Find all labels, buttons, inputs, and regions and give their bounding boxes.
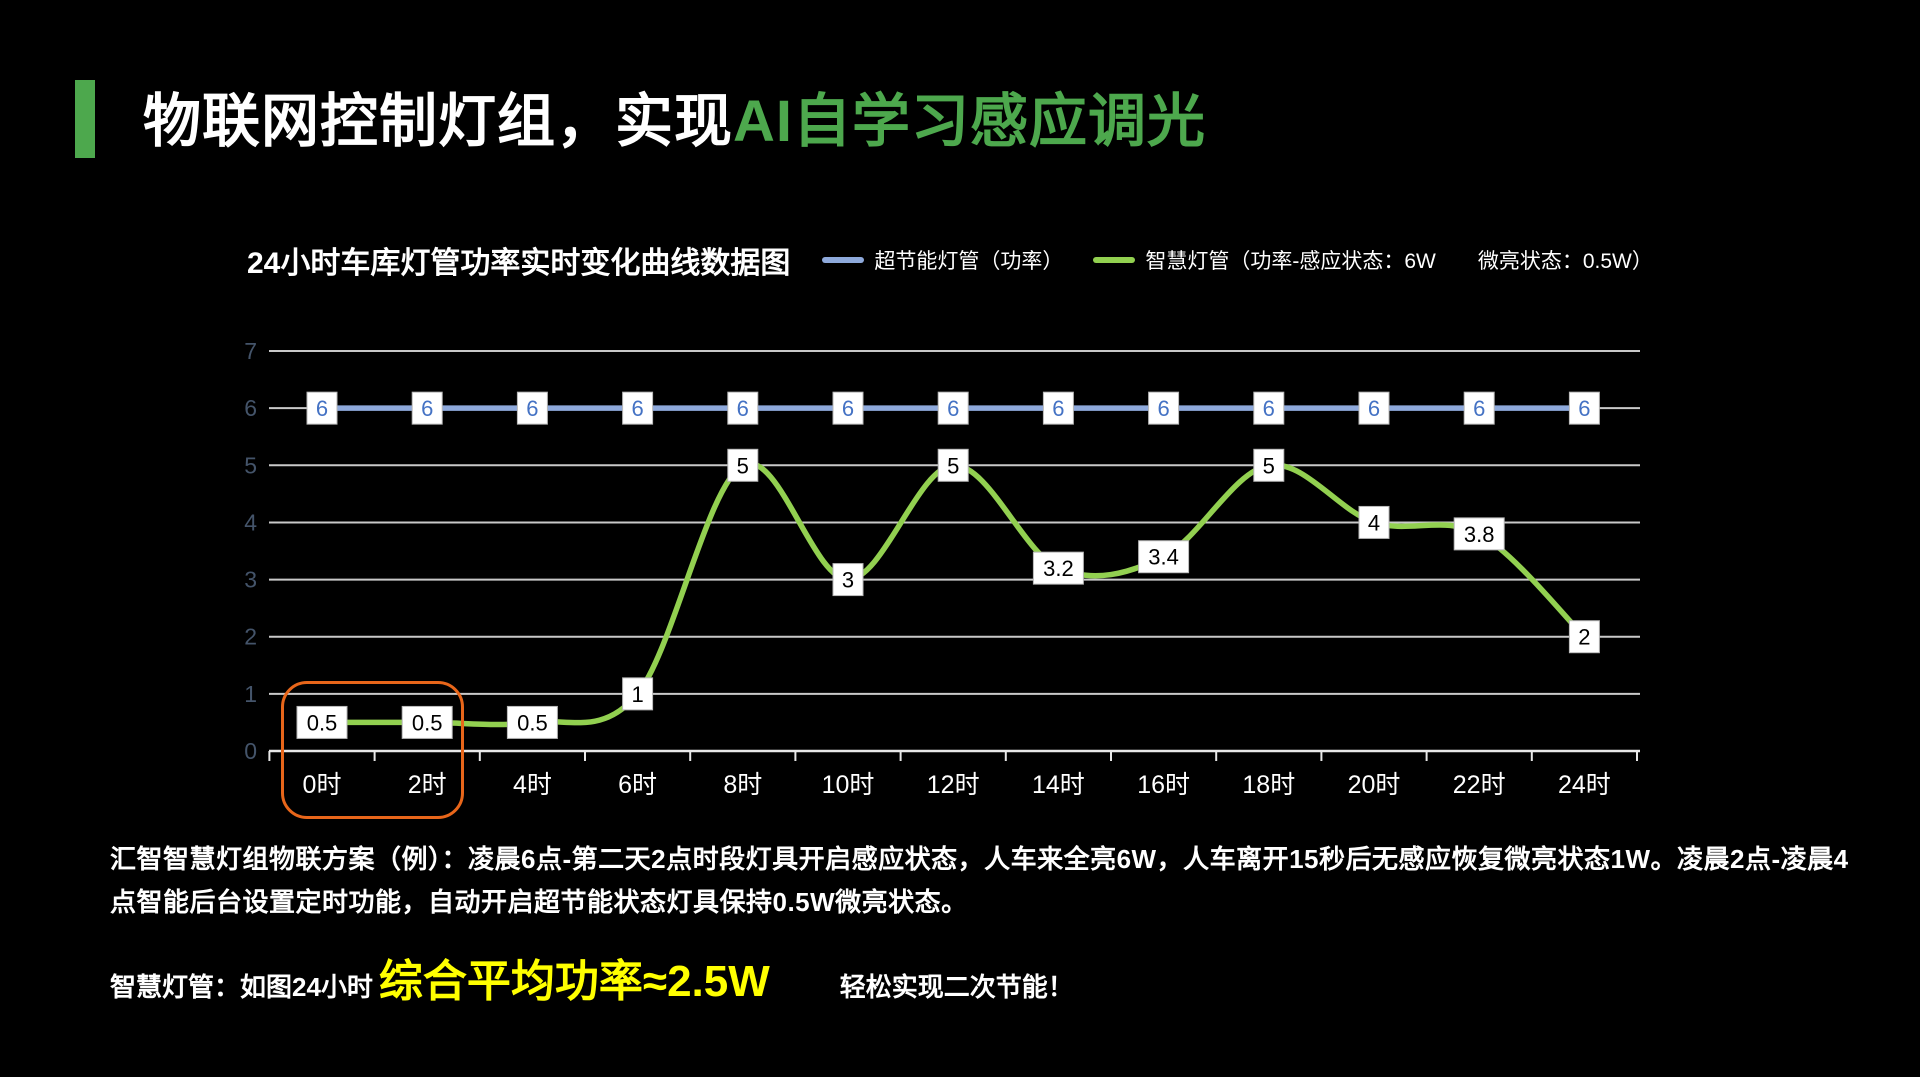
summary-line: 智慧灯管：如图24小时 综合平均功率≈2.5W 轻松实现二次节能！ (110, 945, 1074, 1009)
chart-title: 24小时车库灯管功率实时变化曲线数据图 (247, 247, 791, 280)
y-axis-tick-label: 2 (244, 624, 257, 650)
y-axis-tick-label: 6 (244, 395, 257, 421)
data-label-value: 2 (1578, 625, 1590, 650)
data-label-box (1042, 391, 1074, 425)
y-axis-tick-label: 4 (244, 509, 257, 535)
data-label-value: 3 (842, 568, 854, 593)
legend-item-ultra-saving: 超节能灯管（功率） (822, 245, 1063, 275)
page-title-white: 物联网控制灯组，实现 (143, 89, 734, 154)
data-label-value: 6 (947, 396, 959, 421)
y-axis-tick-label: 0 (244, 738, 257, 764)
data-label-value: 6 (526, 396, 538, 421)
data-label-value: 5 (1263, 453, 1275, 478)
data-label-box (1253, 448, 1285, 482)
data-label-value: 1 (631, 682, 643, 707)
green-line-swatch-icon (1093, 257, 1136, 263)
data-label-box (1358, 391, 1390, 425)
blue-line-swatch-icon (822, 257, 865, 263)
data-label-box (1138, 540, 1190, 574)
data-label-value: 6 (421, 396, 433, 421)
data-label-value: 5 (947, 453, 959, 478)
data-label-box (1568, 391, 1600, 425)
x-axis-category-label: 0时 (303, 771, 342, 799)
data-label-box (832, 391, 864, 425)
x-axis-category-label: 16时 (1137, 771, 1190, 799)
x-axis-category-label: 18时 (1242, 771, 1295, 799)
summary-prefix: 智慧灯管：如图24小时 (110, 972, 373, 1002)
summary-suffix: 轻松实现二次节能！ (839, 972, 1074, 1002)
data-label-value: 4 (1368, 510, 1380, 535)
data-label-box (401, 705, 453, 739)
x-axis-category-label: 4时 (513, 771, 552, 799)
data-label-box (1453, 517, 1505, 551)
chart-header: 24小时车库灯管功率实时变化曲线数据图 超节能灯管（功率） 智慧灯管（功率-感应… (247, 238, 1653, 282)
data-label-box (937, 391, 969, 425)
legend-item-smart: 智慧灯管（功率-感应状态：6W 微亮状态：0.5W） (1093, 245, 1653, 275)
data-label-box (1032, 551, 1084, 585)
line-chart: 0 1 2 3 4 5 6 7 0时 2时 4时 6时 8时 10时 12时 14时 16时 18时 20时 22时 2… (240, 330, 1700, 825)
data-label-value: 6 (316, 396, 328, 421)
title-accent-bar (75, 80, 95, 158)
data-label-box (1463, 391, 1495, 425)
data-label-value: 3.2 (1043, 556, 1074, 581)
x-axis-category-label: 12时 (927, 771, 980, 799)
highlight-annotation-box (281, 681, 464, 819)
data-label-value: 6 (1157, 396, 1169, 421)
y-axis-tick-label: 5 (244, 452, 257, 478)
data-label-box (622, 391, 654, 425)
data-label-box (411, 391, 443, 425)
data-label-box (622, 677, 654, 711)
x-axis-category-label: 10时 (822, 771, 875, 799)
data-label-value: 6 (1263, 396, 1275, 421)
data-label-value: 6 (1368, 396, 1380, 421)
x-axis-category-label: 22时 (1453, 771, 1506, 799)
data-label-value: 3.8 (1464, 522, 1495, 547)
data-label-box (1358, 505, 1390, 539)
y-axis-tick-label: 3 (244, 567, 257, 593)
chart-legend: 超节能灯管（功率） 智慧灯管（功率-感应状态：6W 微亮状态：0.5W） (822, 245, 1653, 275)
x-axis-category-label: 14时 (1032, 771, 1085, 799)
data-label-box (1253, 391, 1285, 425)
scheme-description: 汇智智慧灯组物联方案（例）：凌晨6点-第二天2点时段灯具开启感应状态，人车来全亮… (110, 844, 1849, 917)
legend-label-ultra-saving: 超节能灯管（功率） (874, 250, 1064, 273)
data-label-box (306, 391, 338, 425)
data-label-value: 6 (1578, 396, 1590, 421)
data-label-value: 6 (1052, 396, 1064, 421)
legend-label-smart: 智慧灯管（功率-感应状态：6W 微亮状态：0.5W） (1145, 250, 1653, 273)
y-axis-tick-label: 7 (244, 338, 257, 364)
data-label-box (1568, 620, 1600, 654)
data-label-box (727, 448, 759, 482)
data-label-box (506, 705, 558, 739)
data-label-box (516, 391, 548, 425)
data-label-value: 0.5 (517, 710, 548, 735)
x-axis-category-label: 24时 (1558, 771, 1611, 799)
data-label-value: 3.4 (1148, 545, 1179, 570)
data-label-box (832, 563, 864, 597)
series-line-1 (319, 460, 1588, 728)
data-label-value: 6 (631, 396, 643, 421)
data-label-box (727, 391, 759, 425)
x-axis-category-label: 6时 (618, 771, 657, 799)
data-label-value: 6 (842, 396, 854, 421)
page-title-green: AI自学习感应调光 (733, 89, 1207, 154)
data-label-box (1148, 391, 1180, 425)
data-label-value: 0.5 (412, 710, 443, 735)
data-label-box (937, 448, 969, 482)
data-label-box (296, 705, 348, 739)
summary-highlight: 综合平均功率≈2.5W (378, 957, 770, 1006)
x-axis-category-label: 20时 (1348, 771, 1401, 799)
page-title: 物联网控制灯组，实现AI自学习感应调光 (143, 74, 1206, 158)
y-axis-tick-label: 1 (244, 681, 257, 707)
data-label-value: 5 (737, 453, 749, 478)
data-label-value: 6 (1473, 396, 1485, 421)
x-axis-category-label: 8时 (723, 771, 762, 799)
data-label-value: 0.5 (307, 710, 338, 735)
data-label-value: 6 (737, 396, 749, 421)
